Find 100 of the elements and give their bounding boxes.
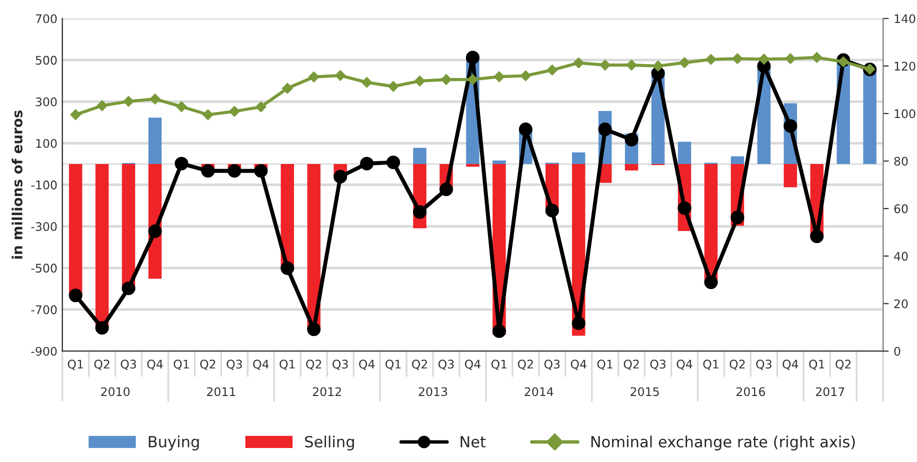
point [811,52,822,63]
point [361,76,372,88]
point [652,60,664,72]
x-tick-label: Q1 [703,360,718,370]
y2-tick-label: 140 [894,14,916,24]
x-tick-label: Q1 [68,360,83,370]
y2-tick-label: 20 [894,299,908,308]
point [95,321,109,335]
point [626,60,637,70]
y-tick-label: -500 [31,264,57,273]
legend-label: Selling [305,436,354,450]
point [546,64,558,76]
point [679,57,690,68]
point [678,201,692,215]
y-tick-label: -700 [31,305,57,314]
point [838,56,849,68]
y2-tick-label: 60 [894,204,908,214]
point [334,70,346,81]
y-tick-label: -900 [31,346,57,356]
y2-tick-label: 40 [894,252,908,261]
point [201,164,215,178]
x-tick-label: Q2 [730,360,745,370]
point [492,324,506,338]
bar [730,156,744,164]
x-tick-label: Q1 [809,360,824,370]
y-tick-label: 300 [36,97,57,106]
x-tick-label: Q1 [491,360,506,370]
point [412,205,427,219]
y2-tick-label: 120 [894,62,916,71]
x-tick-label: Q2 [836,360,851,370]
point [624,132,638,146]
text: 2014 [524,387,554,396]
point [334,170,348,184]
text: 2011 [207,387,236,396]
x-tick-label: Q4 [676,360,692,370]
x-tick-label: Q4 [359,360,375,370]
text: 2010 [101,387,130,396]
point [282,82,293,94]
x-tick-label: Q2 [518,360,533,370]
text: 2015 [630,387,659,396]
text: 2012 [312,387,341,396]
point [308,72,320,82]
bar [148,118,162,164]
x-tick-label: Q1 [597,360,612,370]
x-tick-label: Q2 [624,360,639,370]
bar [492,160,506,164]
y2-tick-label: 0 [894,346,900,356]
point [467,74,478,85]
point [758,54,770,65]
point [810,230,824,244]
point [122,282,136,296]
x-tick-label: Q2 [200,360,216,370]
x-tick-label: Q3 [438,360,454,370]
point [307,322,321,336]
point [202,109,214,120]
y-tick-label: 700 [36,14,57,24]
point [706,54,716,65]
bar [466,164,480,167]
point [280,261,294,275]
x-tick-label: Q4 [253,360,269,370]
point [228,164,242,178]
point [600,60,611,70]
y-tick-label: -100 [31,180,57,190]
x-tick-label: Q1 [174,360,189,370]
point [68,288,82,302]
point [254,164,268,178]
bar [624,164,638,170]
point [520,70,532,82]
x-tick-label: Q3 [756,360,772,370]
x-tick-label: Q1 [386,360,401,370]
point [494,71,505,82]
point [96,100,108,112]
point [732,53,743,64]
x-tick-label: Q3 [650,360,666,370]
x-tick-label: Q2 [94,360,110,370]
point [388,81,399,92]
legend-label: Buying [148,436,199,450]
x-tick-label: Q2 [306,360,322,370]
point [518,122,532,136]
point [414,76,426,86]
point [229,106,240,117]
bar [413,148,426,164]
x-tick-label: Q3 [120,360,136,370]
bar [678,142,692,164]
x-tick-label: Q4 [147,360,163,370]
point [386,156,400,170]
point [466,50,480,64]
text: 2016 [736,387,765,396]
x-tick-label: Q4 [464,360,480,370]
point [123,96,134,107]
x-tick-label: Q3 [332,360,348,370]
point [70,109,82,120]
y2-tick-label: 80 [894,156,908,166]
point [598,122,612,136]
bar [784,164,798,188]
legend-label: Net [460,436,486,448]
point [784,53,796,64]
x-tick-label: Q2 [412,360,427,370]
point [730,210,744,224]
point [255,101,266,112]
